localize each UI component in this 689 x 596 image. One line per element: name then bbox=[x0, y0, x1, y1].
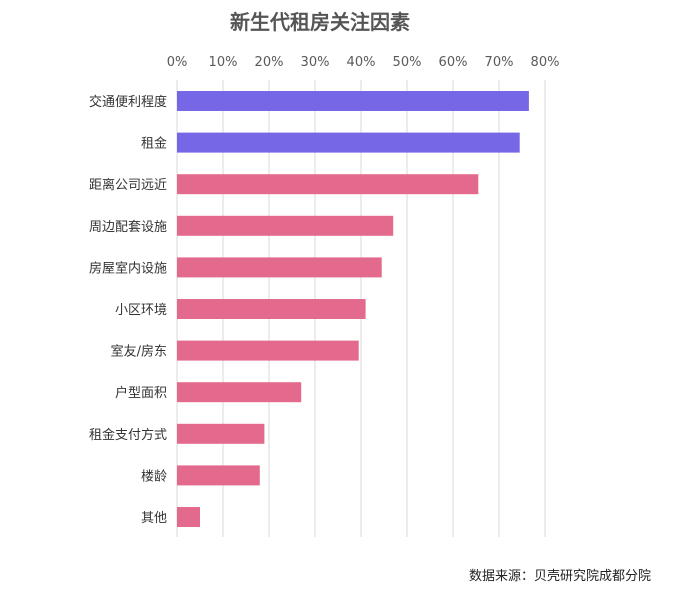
bar bbox=[177, 132, 520, 153]
bar bbox=[177, 215, 394, 236]
category-label: 户型面积 bbox=[115, 385, 167, 401]
x-axis-ticks: 0% 10% 20% 30% 40% 50% 60% 70% 80% bbox=[167, 55, 560, 70]
category-label: 距离公司远近 bbox=[89, 177, 167, 193]
bar bbox=[177, 423, 265, 444]
bar bbox=[177, 174, 479, 195]
x-tick-label: 20% bbox=[255, 55, 284, 70]
category-label: 周边配套设施 bbox=[89, 219, 167, 235]
category-labels: 交通便利程度租金距离公司远近周边配套设施房屋室内设施小区环境室友/房东户型面积租… bbox=[89, 94, 167, 526]
x-tick-label: 80% bbox=[531, 55, 560, 70]
x-tick-label: 10% bbox=[209, 55, 238, 70]
bar bbox=[177, 299, 366, 319]
category-label: 室友/房东 bbox=[111, 344, 167, 360]
bar bbox=[177, 507, 200, 527]
category-label: 房屋室内设施 bbox=[89, 260, 167, 276]
x-tick-label: 60% bbox=[439, 55, 468, 70]
x-tick-label: 0% bbox=[167, 55, 188, 70]
x-tick-label: 30% bbox=[301, 55, 330, 70]
bar bbox=[177, 340, 359, 361]
bars bbox=[177, 91, 529, 527]
category-label: 租金 bbox=[141, 136, 167, 152]
source-note: 数据来源：贝壳研究院成都分院 bbox=[468, 569, 651, 584]
x-tick-label: 70% bbox=[485, 55, 514, 70]
bar bbox=[177, 465, 260, 486]
category-label: 楼龄 bbox=[141, 469, 167, 484]
x-tick-label: 40% bbox=[347, 55, 376, 70]
bar bbox=[177, 91, 529, 111]
category-label: 其他 bbox=[141, 511, 167, 526]
category-label: 租金支付方式 bbox=[89, 427, 167, 443]
bar bbox=[177, 382, 302, 403]
x-tick-label: 50% bbox=[393, 55, 422, 70]
chart-title: 新生代租房关注因素 bbox=[230, 10, 410, 34]
bar bbox=[177, 257, 382, 278]
category-label: 小区环境 bbox=[115, 303, 167, 318]
category-label: 交通便利程度 bbox=[89, 94, 167, 110]
